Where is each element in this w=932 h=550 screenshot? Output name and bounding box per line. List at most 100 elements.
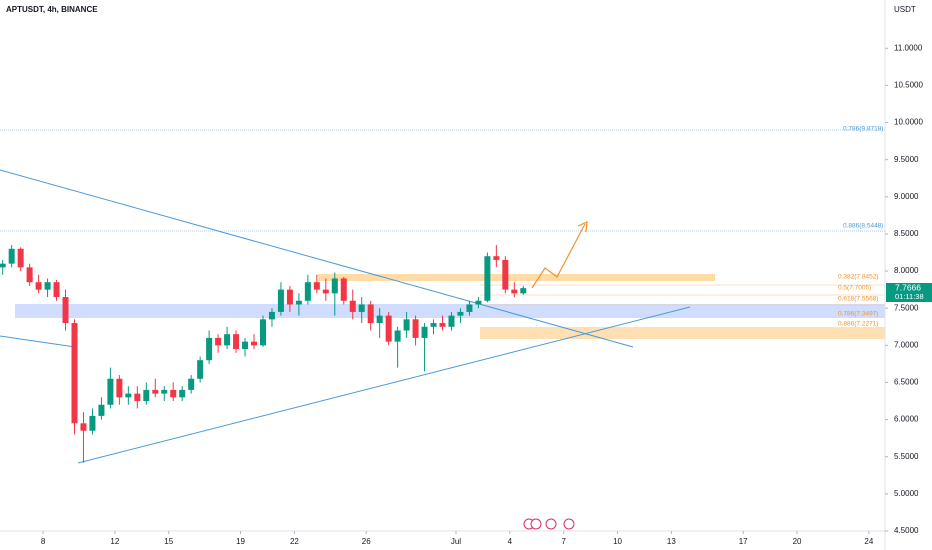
candle-body xyxy=(152,389,159,394)
candle-body xyxy=(421,326,428,338)
candle-body xyxy=(26,267,33,283)
candle-body xyxy=(62,297,69,324)
y-tick-label: 4.5000 xyxy=(894,526,919,535)
last-price: 7.7666 xyxy=(895,282,921,292)
candle-body xyxy=(367,304,374,324)
candle-body xyxy=(224,334,231,346)
candle-body xyxy=(268,311,275,320)
y-tick-label: 9.5000 xyxy=(894,155,919,164)
candle-body xyxy=(349,300,356,312)
candle-body xyxy=(385,315,392,342)
candle-body xyxy=(71,323,78,424)
candle-body xyxy=(430,323,437,327)
candle-body xyxy=(206,337,213,361)
trendline xyxy=(77,306,691,464)
fib-label: 0.886(7.2271) xyxy=(838,321,878,328)
x-tick-label: 13 xyxy=(667,537,676,546)
candle-body xyxy=(358,304,365,312)
candle-body xyxy=(394,330,401,342)
candle-body xyxy=(259,319,266,346)
fib-label: 0.786(7.3497) xyxy=(838,311,878,318)
candle-body xyxy=(17,248,24,268)
candle-body xyxy=(116,378,123,398)
candle-body xyxy=(331,278,338,294)
y-tick-label: 6.0000 xyxy=(894,415,919,424)
x-tick-label: 20 xyxy=(793,537,802,546)
demand-zone xyxy=(480,327,885,339)
candle-body xyxy=(251,341,258,346)
candle-body xyxy=(242,341,249,350)
candle-body xyxy=(80,423,87,431)
candle-body xyxy=(53,282,60,298)
x-tick-label: 4 xyxy=(508,537,513,546)
x-tick-label: 17 xyxy=(739,537,748,546)
candle-body xyxy=(493,256,500,260)
candle-body xyxy=(44,282,51,290)
candle-body xyxy=(277,289,284,312)
event-icon[interactable] xyxy=(545,518,557,530)
y-tick-label: 5.5000 xyxy=(894,452,919,461)
x-tick-label: 26 xyxy=(362,537,371,546)
y-tick-label: 11.0000 xyxy=(894,43,923,52)
currency-label: USDT xyxy=(894,5,916,14)
candle-body xyxy=(439,323,446,327)
trendline xyxy=(0,335,76,348)
candle-body xyxy=(233,334,240,350)
y-tick-label: 10.0000 xyxy=(894,118,923,127)
candle-body xyxy=(8,248,15,264)
x-tick-label: 15 xyxy=(164,537,173,546)
candle-body xyxy=(304,282,311,301)
candle-body xyxy=(197,360,204,379)
candle-body xyxy=(322,289,329,294)
fib-label: 0.786(9.8718) xyxy=(843,126,883,133)
y-tick-label: 9.0000 xyxy=(894,192,919,201)
x-tick-label: Jul xyxy=(451,537,461,546)
projection-arrow xyxy=(531,223,586,289)
arrow-head xyxy=(577,221,588,233)
candle-body xyxy=(475,300,482,305)
x-tick-label: 7 xyxy=(561,537,566,546)
candle-body xyxy=(403,319,410,331)
candle-body xyxy=(412,319,419,338)
candle-body xyxy=(313,282,320,290)
y-tick-label: 10.5000 xyxy=(894,81,923,90)
candle-body xyxy=(125,393,132,398)
fib-label: 0.618(7.5568) xyxy=(838,296,878,303)
y-tick-label: 7.5000 xyxy=(894,303,919,312)
fib-label: 0.886(8.5448) xyxy=(843,223,883,230)
event-icon[interactable] xyxy=(530,518,542,530)
y-tick-label: 7.0000 xyxy=(894,340,919,349)
event-icons[interactable] xyxy=(523,518,575,530)
candle-body xyxy=(484,256,491,301)
fib-label: 0.5(7.7005) xyxy=(838,285,871,292)
event-icon[interactable] xyxy=(563,518,575,530)
y-tick-label: 5.0000 xyxy=(894,489,919,498)
x-tick-label: 12 xyxy=(110,537,119,546)
candle-body xyxy=(457,311,464,316)
candle-body xyxy=(520,288,527,294)
candle-body xyxy=(98,404,105,416)
candle-body xyxy=(502,259,509,290)
x-tick-label: 19 xyxy=(236,537,245,546)
candle-body xyxy=(295,300,302,305)
candle-body xyxy=(286,289,293,305)
price-box xyxy=(886,283,932,302)
candle-body xyxy=(89,415,96,431)
candle-body xyxy=(0,263,6,268)
candle-body xyxy=(35,282,42,290)
candle-body xyxy=(215,337,222,346)
candle-body xyxy=(143,389,150,402)
trendline xyxy=(0,169,634,348)
y-tick-label: 8.0000 xyxy=(894,266,919,275)
candle-body xyxy=(170,389,177,398)
x-tick-label: 24 xyxy=(864,537,873,546)
support-zone xyxy=(15,304,885,318)
resistance-zone xyxy=(318,274,715,281)
x-tick-label: 10 xyxy=(613,537,622,546)
candle-body xyxy=(448,315,455,327)
countdown: 01:11:38 xyxy=(895,292,924,301)
x-tick-label: 22 xyxy=(290,537,299,546)
x-tick-label: 8 xyxy=(41,537,46,546)
